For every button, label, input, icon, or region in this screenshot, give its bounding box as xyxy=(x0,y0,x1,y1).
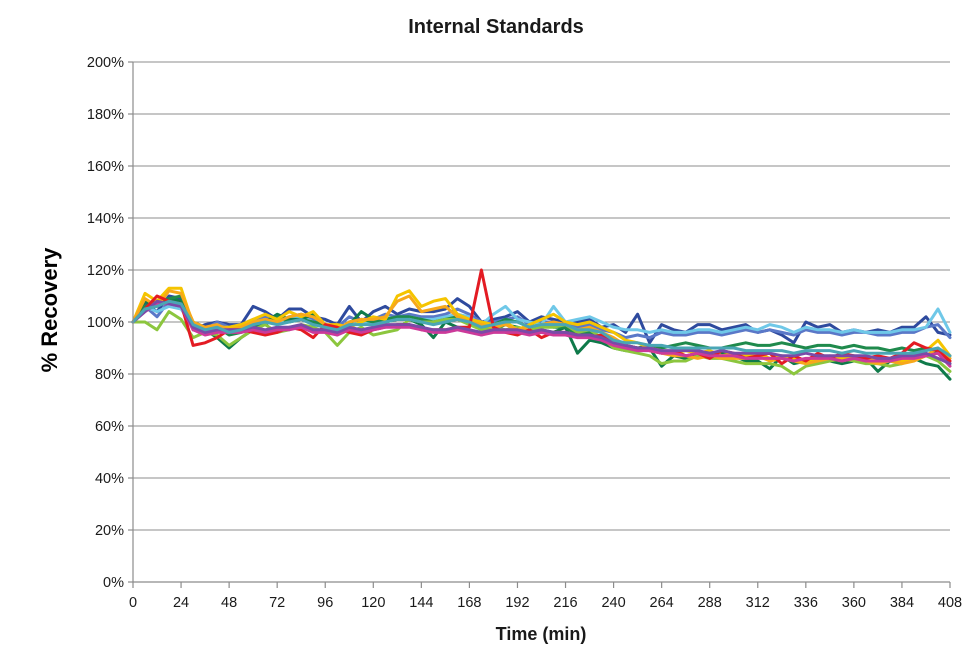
series-line-10 xyxy=(131,302,952,368)
x-tick-label: 336 xyxy=(794,595,818,611)
series-line-12 xyxy=(131,299,952,358)
y-tick-label: 60% xyxy=(95,419,124,435)
series-line-1 xyxy=(131,294,952,345)
x-tick-label: 216 xyxy=(553,595,577,611)
y-axis-label: % Recovery xyxy=(37,247,62,373)
chart-title: Internal Standards xyxy=(408,16,584,38)
x-tick-label: 288 xyxy=(698,595,722,611)
y-tick-label: 200% xyxy=(87,55,124,71)
y-tick-label: 140% xyxy=(87,211,124,227)
x-tick-label: 384 xyxy=(890,595,914,611)
y-tick-label: 40% xyxy=(95,471,124,487)
x-tick-label: 120 xyxy=(361,595,385,611)
x-tick-label: 24 xyxy=(173,595,189,611)
y-tick-label: 20% xyxy=(95,523,124,539)
x-tick-label: 48 xyxy=(221,595,237,611)
x-axis-ticks: 0 24 48 72 96 120 144 168 192 216 240 264 288 312 336 3… xyxy=(129,582,962,611)
x-tick-label: 168 xyxy=(457,595,481,611)
x-tick-label: 312 xyxy=(746,595,770,611)
x-tick-label: 72 xyxy=(269,595,285,611)
y-tick-label: 160% xyxy=(87,159,124,175)
x-tick-label: 0 xyxy=(129,595,137,611)
y-tick-label: 120% xyxy=(87,263,124,279)
series-line-6 xyxy=(131,310,952,376)
x-tick-label: 96 xyxy=(317,595,333,611)
y-tick-label: 80% xyxy=(95,367,124,383)
y-tick-label: 0% xyxy=(103,575,124,591)
x-tick-label: 192 xyxy=(505,595,529,611)
x-axis-label: Time (min) xyxy=(496,624,587,644)
x-tick-label: 408 xyxy=(938,595,962,611)
y-tick-label: 180% xyxy=(87,107,124,123)
y-tick-label: 100% xyxy=(87,315,124,331)
x-tick-label: 240 xyxy=(601,595,625,611)
series-line-11 xyxy=(131,299,952,366)
y-axis-ticks: 0% 20% 40% 60% 80% 100% 120% 140% 160% 180% 200% xyxy=(87,55,133,591)
series-group xyxy=(131,268,952,381)
x-tick-label: 264 xyxy=(650,595,674,611)
x-tick-label: 360 xyxy=(842,595,866,611)
x-tick-label: 144 xyxy=(409,595,433,611)
